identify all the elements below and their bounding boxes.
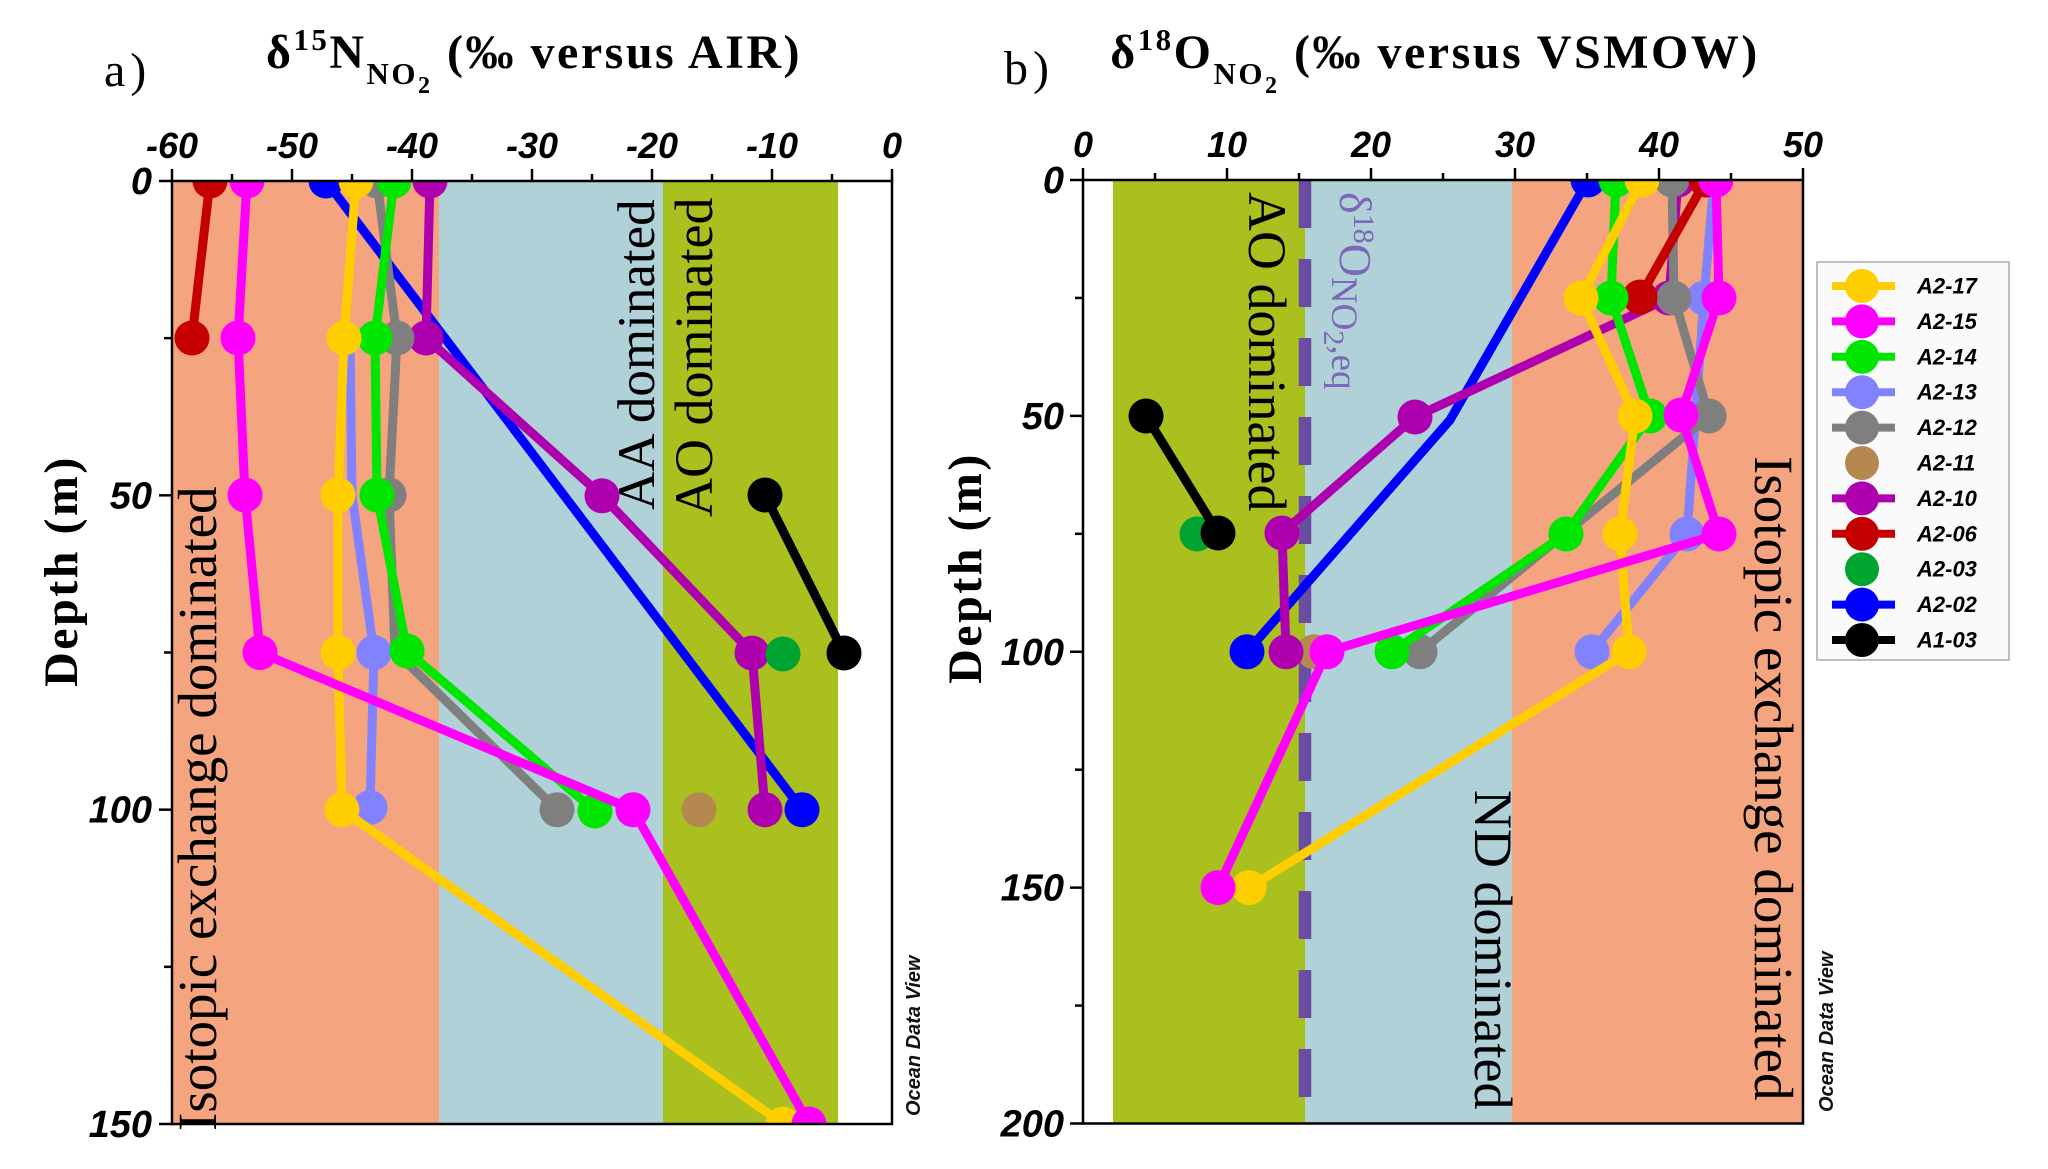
svg-text:10: 10: [1207, 124, 1247, 165]
svg-text:Isotopic exchange dominated: Isotopic exchange dominated: [1743, 456, 1804, 1101]
svg-text:100: 100: [1001, 632, 1064, 674]
svg-text:A2-03: A2-03: [1916, 557, 1977, 582]
svg-text:0: 0: [882, 125, 902, 166]
svg-text:150: 150: [1001, 868, 1064, 910]
svg-text:A2-17: A2-17: [1916, 274, 1979, 299]
svg-text:Ocean Data View: Ocean Data View: [903, 954, 925, 1116]
svg-text:150: 150: [89, 1104, 152, 1146]
svg-text:40: 40: [1638, 124, 1679, 165]
svg-text:0: 0: [1043, 160, 1064, 202]
svg-text:20: 20: [1350, 124, 1391, 165]
svg-text:Depth (m): Depth (m): [939, 452, 992, 684]
svg-text:a): a): [104, 44, 151, 97]
svg-text:-40: -40: [386, 125, 438, 166]
svg-text:A2-14: A2-14: [1916, 344, 1977, 369]
svg-text:-30: -30: [506, 125, 558, 166]
svg-text:-10: -10: [746, 125, 798, 166]
svg-text:A2-06: A2-06: [1916, 521, 1978, 546]
svg-text:-20: -20: [626, 125, 678, 166]
svg-text:A2-12: A2-12: [1916, 415, 1978, 440]
svg-text:AO dominated: AO dominated: [664, 198, 724, 517]
svg-text:A1-03: A1-03: [1916, 628, 1977, 653]
svg-text:0: 0: [131, 161, 152, 203]
svg-text:50: 50: [1022, 396, 1064, 438]
svg-text:Isotopic exchange dominated: Isotopic exchange dominated: [167, 486, 228, 1131]
svg-text:A2-13: A2-13: [1916, 380, 1977, 405]
svg-text:b): b): [1004, 42, 1054, 95]
svg-text:100: 100: [89, 790, 152, 832]
svg-text:AA dominated: AA dominated: [608, 199, 666, 510]
svg-text:-50: -50: [266, 125, 318, 166]
svg-text:A2-11: A2-11: [1916, 451, 1975, 476]
svg-text:30: 30: [1495, 124, 1535, 165]
svg-text:-60: -60: [146, 125, 198, 166]
svg-text:AO dominated: AO dominated: [1237, 192, 1297, 511]
svg-text:200: 200: [1000, 1104, 1064, 1146]
svg-text:0: 0: [1073, 124, 1093, 165]
svg-text:ND dominated: ND dominated: [1463, 790, 1523, 1109]
svg-text:A2-15: A2-15: [1916, 309, 1978, 334]
svg-text:A2-10: A2-10: [1916, 486, 1978, 511]
svg-text:Depth (m): Depth (m): [35, 455, 88, 687]
svg-text:50: 50: [1783, 124, 1823, 165]
svg-text:50: 50: [110, 475, 152, 517]
svg-text:A2-02: A2-02: [1916, 592, 1978, 617]
svg-text:Ocean Data View: Ocean Data View: [1816, 950, 1838, 1112]
